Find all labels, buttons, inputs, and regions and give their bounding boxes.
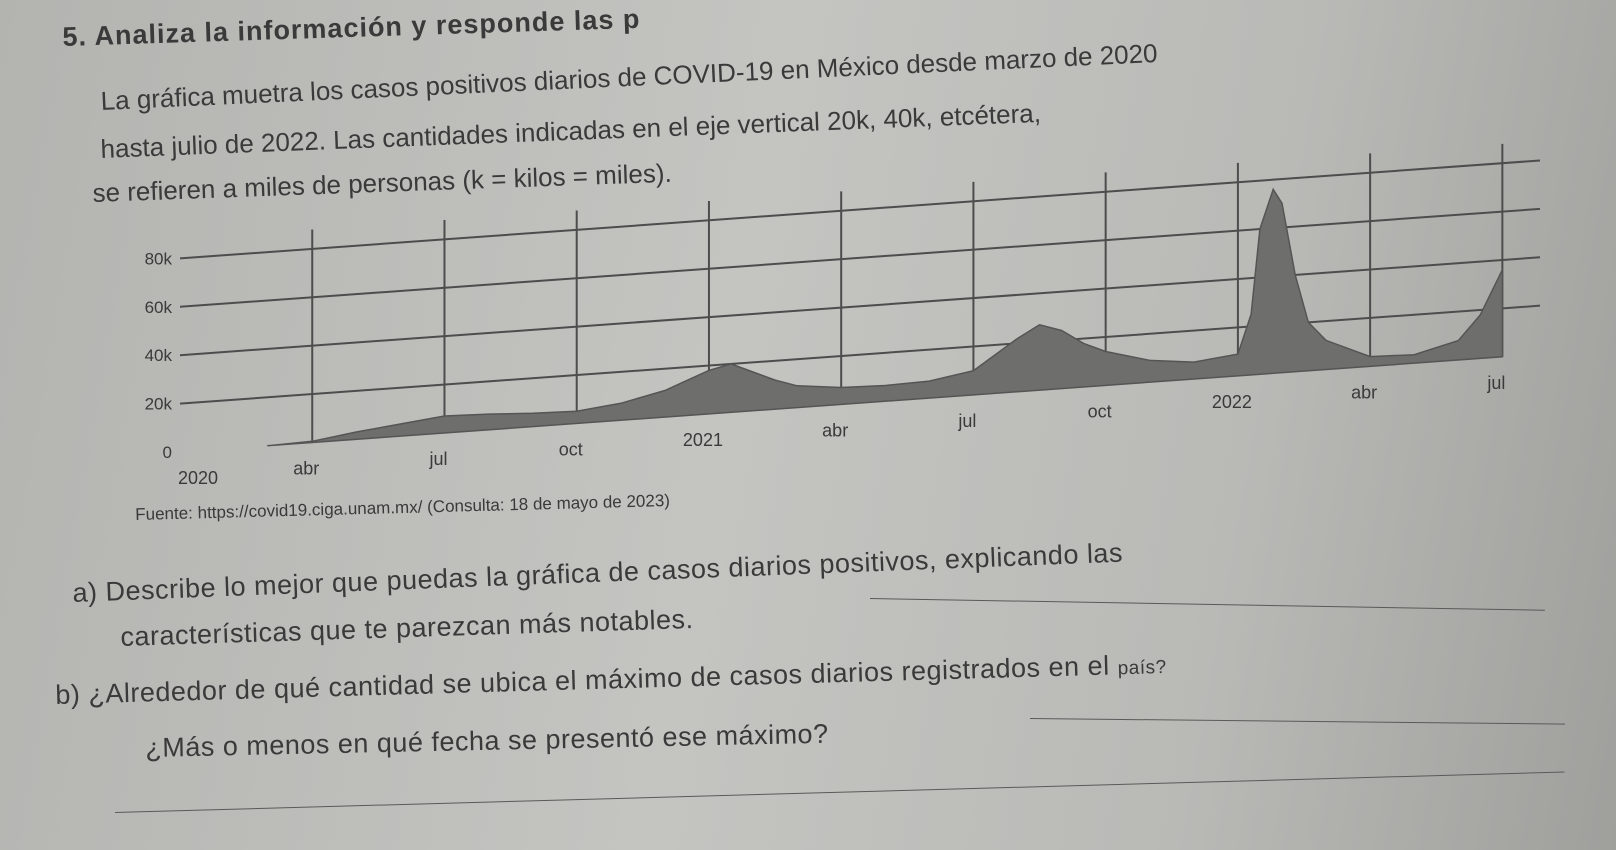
y-tick-label-2: 40k [145, 346, 173, 365]
answer-line-a1[interactable] [869, 598, 1545, 611]
x-tick-label-5: abr [822, 420, 848, 440]
x-tick-label-7: oct [1088, 401, 1112, 421]
gridline-y-1 [179, 304, 1541, 405]
x-tick-label-8: 2022 [1212, 392, 1252, 412]
gridline-y-3 [179, 207, 1541, 308]
question-b-tail: país? [1117, 656, 1167, 680]
chart-y-ticks: 0 20k 40k 60k 80k [145, 249, 173, 462]
x-tick-label-0: 2020 [178, 468, 218, 488]
cases-area-series [266, 187, 1504, 447]
x-tick-label-3: oct [559, 439, 583, 459]
x-tick-label-6: jul [957, 411, 976, 431]
answer-line-b1[interactable] [1029, 718, 1565, 725]
y-tick-label-4: 80k [145, 249, 173, 268]
x-tick-label-2: jul [428, 449, 447, 469]
question-b-line-1: b) ¿Alrededor de qué cantidad se ubica e… [55, 649, 1167, 711]
x-tick-label-1: abr [293, 458, 319, 478]
gridline-y-2 [179, 256, 1541, 357]
y-tick-label-1: 20k [145, 395, 173, 414]
y-tick-label-3: 60k [145, 298, 173, 317]
question-a-line-2: características que te parezcan más nota… [120, 603, 694, 652]
chart-x-ticks: 2020 abr jul oct 2021 abr jul oct 2022 abr jul [178, 373, 1505, 488]
question-b-text: b) ¿Alrededor de qué cantidad se ubica e… [55, 650, 1110, 710]
answer-line-b2[interactable] [115, 771, 1565, 813]
y-tick-label-0: 0 [163, 443, 172, 462]
x-tick-label-10: jul [1486, 373, 1505, 393]
x-tick-label-9: abr [1351, 382, 1377, 402]
chart-gridlines-horizontal [179, 159, 1541, 405]
x-tick-label-4: 2021 [683, 430, 723, 450]
exercise-title: 5. Analiza la información y responde las… [62, 3, 641, 52]
question-a-line-1: a) Describe lo mejor que puedas la gráfi… [72, 537, 1124, 608]
covid-daily-cases-chart: 0 20k 40k 60k 80k 2020 abr jul oct 2021 abr jul oct… [145, 143, 1541, 488]
gridline-y-4 [179, 159, 1541, 260]
question-b-line-2: ¿Más o menos en qué fecha se presentó es… [145, 718, 829, 763]
chart-gridlines-vertical [311, 143, 1504, 443]
